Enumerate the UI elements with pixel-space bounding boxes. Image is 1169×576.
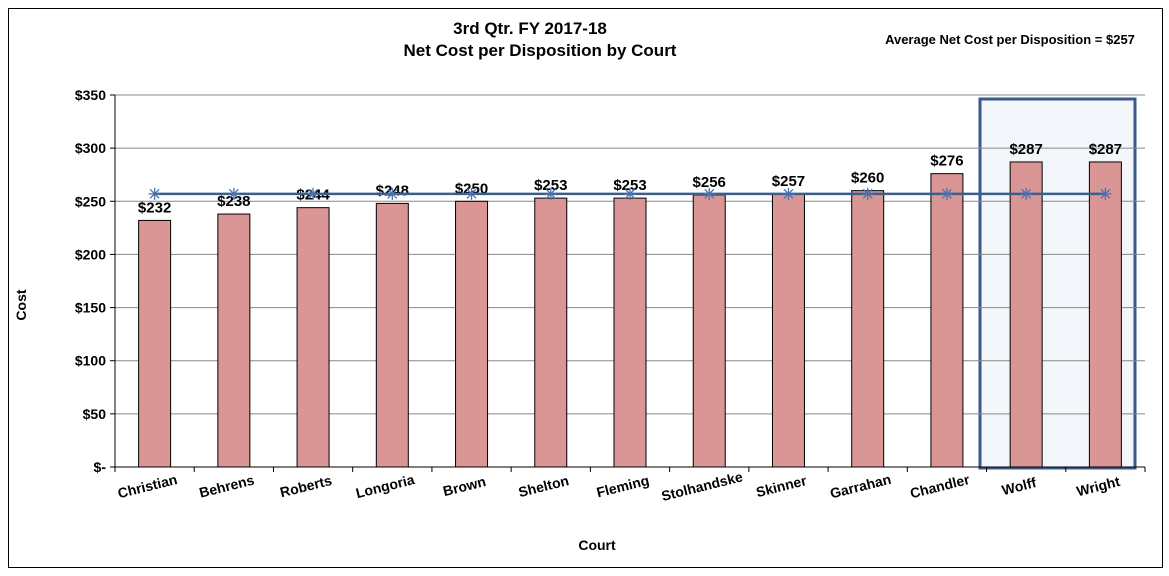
bar: [692, 194, 726, 468]
bar: [1009, 161, 1043, 468]
marker: [624, 187, 636, 200]
bar: [217, 213, 251, 468]
marker: [782, 187, 795, 200]
data-label: $253: [534, 177, 567, 194]
data-label: $287: [1089, 141, 1122, 158]
bar: [613, 197, 647, 468]
data-label: $232: [138, 199, 171, 216]
marker: [940, 187, 953, 200]
bar: [534, 197, 568, 468]
chart-subtitle: Net Cost per Disposition by Court: [404, 41, 677, 60]
marker: [465, 187, 478, 200]
marker: [1020, 187, 1033, 200]
chart-border: [8, 8, 1163, 568]
bar: [138, 219, 172, 468]
bar: [375, 202, 409, 468]
y-tick-label: $350: [75, 87, 106, 103]
chart-title: 3rd Qtr. FY 2017-18: [453, 19, 607, 38]
marker: [703, 187, 716, 200]
y-tick-label: $50: [83, 406, 107, 422]
marker: [148, 187, 161, 200]
y-tick-label: $250: [75, 193, 106, 209]
y-tick-label: $150: [75, 300, 106, 316]
bar: [771, 193, 805, 468]
marker: [544, 187, 557, 200]
bar: [851, 190, 885, 468]
data-label: $238: [217, 193, 250, 210]
marker: [861, 187, 874, 200]
marker: [1099, 187, 1112, 200]
bar: [455, 200, 489, 468]
annotation: Average Net Cost per Disposition = $257: [885, 32, 1135, 47]
data-label: $257: [772, 173, 805, 190]
marker: [307, 187, 320, 200]
marker: [386, 187, 399, 200]
y-axis-title: Cost: [13, 289, 29, 320]
bar: [296, 207, 330, 468]
data-label: $287: [1009, 141, 1042, 158]
data-label: $260: [851, 170, 884, 187]
data-label: $256: [693, 174, 726, 191]
data-label: $276: [930, 153, 963, 170]
y-tick-label: $300: [75, 140, 106, 156]
y-tick-label: $-: [94, 459, 107, 475]
marker: [227, 187, 240, 200]
data-label: $253: [613, 177, 646, 194]
bar: [930, 173, 964, 468]
y-tick-label: $200: [75, 246, 106, 262]
y-tick-label: $100: [75, 353, 106, 369]
bar: [1088, 161, 1122, 468]
x-axis-title: Court: [578, 537, 616, 553]
